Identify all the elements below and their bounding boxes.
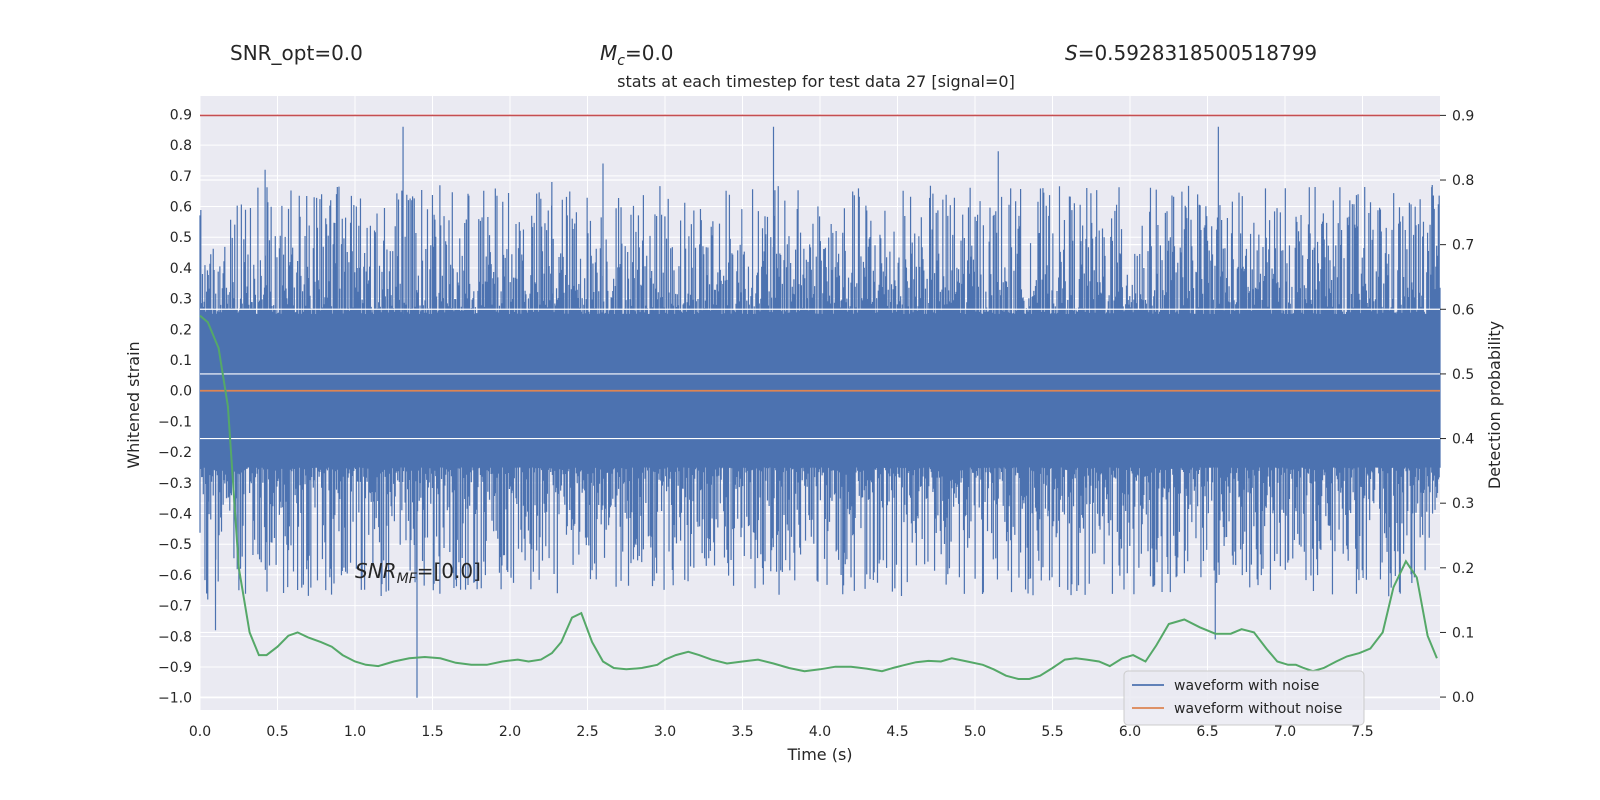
- legend-label-noise: waveform with noise: [1174, 678, 1319, 694]
- x-tick-label: 4.5: [886, 724, 908, 740]
- y2-tick-label: 0.0: [1452, 690, 1474, 706]
- x-axis-ticks: 0.0 0.5 1.0 1.5 2.0 2.5 3.0 3.5 4.0 4.5 5.0 5.5 6.0 6…: [189, 724, 1374, 740]
- y2-tick-label: 0.2: [1452, 561, 1474, 577]
- legend-box: [1123, 670, 1365, 726]
- y2-tick-label: 0.9: [1452, 108, 1474, 124]
- legend-label-clean: waveform without noise: [1174, 701, 1342, 717]
- y-tick-label: 0.2: [170, 322, 192, 338]
- right-axis-ticks: 0.9 0.8 0.7 0.6 0.5 0.4 0.3 0.2 0.1 0.0: [1440, 108, 1474, 706]
- left-axis-ticks: 0.9 0.8 0.7 0.6 0.5 0.4 0.3 0.2 0.1 0.0 −0.1 −0.2 −0…: [158, 107, 192, 706]
- y-tick-label: −1.0: [158, 691, 192, 707]
- y2-tick-label: 0.3: [1452, 496, 1474, 512]
- y-tick-label: 0.1: [170, 353, 192, 369]
- y-tick-label: −0.9: [158, 660, 192, 676]
- x-tick-label: 5.5: [1041, 724, 1063, 740]
- s-value-label: S=0.5928318500518799: [1065, 41, 1317, 65]
- y2-tick-label: 0.4: [1452, 432, 1474, 448]
- y-tick-label: −0.5: [158, 537, 192, 553]
- y-tick-label: −0.1: [158, 414, 192, 430]
- x-tick-label: 0.5: [266, 724, 288, 740]
- y-tick-label: 0.0: [170, 384, 192, 400]
- x-tick-label: 2.5: [576, 724, 598, 740]
- y2-tick-label: 0.6: [1452, 302, 1474, 318]
- x-tick-label: 7.0: [1274, 724, 1296, 740]
- x-tick-label: 3.5: [731, 724, 753, 740]
- x-tick-label: 1.5: [421, 724, 443, 740]
- snr-mf-annotation: SNRMF=[0.0]: [355, 559, 481, 587]
- y-tick-label: 0.8: [170, 138, 192, 154]
- x-tick-label: 7.5: [1351, 724, 1373, 740]
- y-tick-label: −0.3: [158, 476, 192, 492]
- y-tick-label: −0.2: [158, 445, 192, 461]
- y-tick-label: 0.6: [170, 200, 192, 216]
- y-tick-label: −0.6: [158, 568, 192, 584]
- y-tick-label: −0.7: [158, 599, 192, 615]
- y-tick-label: 0.7: [170, 169, 192, 185]
- y-tick-label: 0.3: [170, 292, 192, 308]
- x-tick-label: 5.0: [964, 724, 986, 740]
- y2-axis-label: Detection probability: [1485, 321, 1504, 489]
- x-tick-label: 3.0: [654, 724, 676, 740]
- x-tick-label: 0.0: [189, 724, 211, 740]
- y-tick-label: 0.5: [170, 230, 192, 246]
- snr-opt-label: SNR_opt=0.0: [230, 41, 363, 65]
- legend: waveform with noise waveform without noi…: [1123, 670, 1365, 726]
- detection-probability-line: [199, 314, 1438, 680]
- y2-tick-label: 0.5: [1452, 367, 1474, 383]
- chirp-mass-label: Mc=0.0: [600, 41, 674, 69]
- y2-tick-label: 0.1: [1452, 625, 1474, 641]
- y-tick-label: −0.4: [158, 507, 192, 523]
- x-tick-label: 4.0: [809, 724, 831, 740]
- y2-tick-label: 0.7: [1452, 238, 1474, 254]
- y2-tick-label: 0.8: [1452, 173, 1474, 189]
- x-tick-label: 6.5: [1196, 724, 1218, 740]
- x-axis-label: Time (s): [786, 745, 852, 764]
- x-tick-label: 6.0: [1119, 724, 1141, 740]
- y-tick-label: 0.9: [170, 107, 192, 123]
- chart-title: stats at each timestep for test data 27 …: [617, 72, 1015, 91]
- x-tick-label: 2.0: [499, 724, 521, 740]
- y-tick-label: −0.8: [158, 629, 192, 645]
- y-axis-label: Whitened strain: [124, 341, 143, 468]
- y-tick-label: 0.4: [170, 261, 192, 277]
- x-tick-label: 1.0: [344, 724, 366, 740]
- detection-probability-series: [199, 314, 1438, 680]
